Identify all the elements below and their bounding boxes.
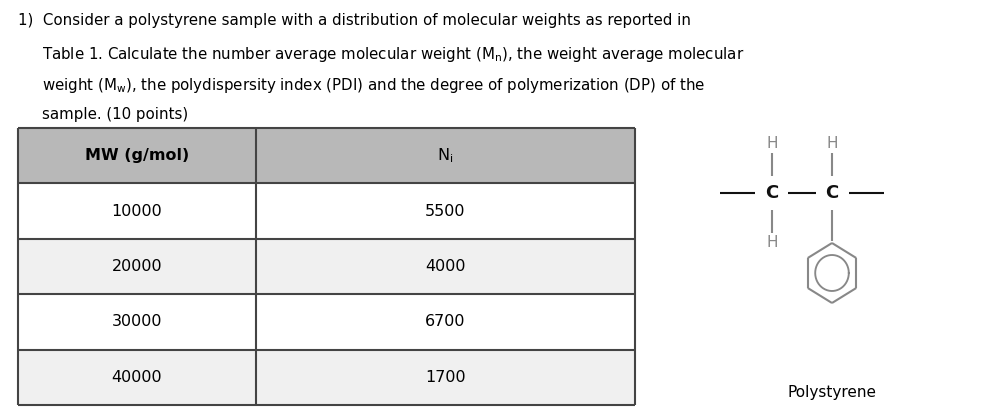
- Bar: [255, 239, 635, 294]
- Text: sample. (10 points): sample. (10 points): [42, 107, 188, 123]
- Text: H: H: [766, 235, 777, 250]
- Bar: [255, 294, 635, 349]
- Text: C: C: [765, 184, 778, 202]
- Bar: [18, 183, 255, 239]
- Text: 20000: 20000: [111, 259, 162, 274]
- Text: C: C: [825, 184, 839, 202]
- Text: H: H: [766, 136, 777, 151]
- Bar: [255, 349, 635, 405]
- Text: 5500: 5500: [425, 204, 465, 218]
- Bar: [18, 239, 255, 294]
- Text: weight (M$_\mathregular{w}$), the polydispersity index (PDI) and the degree of p: weight (M$_\mathregular{w}$), the polydi…: [42, 76, 706, 95]
- Text: Polystyrene: Polystyrene: [787, 385, 877, 400]
- Bar: [18, 294, 255, 349]
- Bar: [18, 128, 255, 183]
- Text: 30000: 30000: [111, 314, 162, 330]
- Bar: [18, 349, 255, 405]
- Text: 6700: 6700: [425, 314, 465, 330]
- Text: N$_\mathregular{i}$: N$_\mathregular{i}$: [437, 146, 453, 165]
- Text: 40000: 40000: [111, 370, 162, 385]
- Text: 1700: 1700: [425, 370, 465, 385]
- Bar: [255, 183, 635, 239]
- Text: 1)  Consider a polystyrene sample with a distribution of molecular weights as re: 1) Consider a polystyrene sample with a …: [18, 13, 691, 28]
- Text: 4000: 4000: [425, 259, 465, 274]
- Text: H: H: [826, 136, 838, 151]
- Text: MW (g/mol): MW (g/mol): [84, 148, 189, 163]
- Bar: [255, 128, 635, 183]
- Text: Table 1. Calculate the number average molecular weight (M$_\mathregular{n}$), th: Table 1. Calculate the number average mo…: [42, 45, 745, 64]
- Text: 10000: 10000: [111, 204, 162, 218]
